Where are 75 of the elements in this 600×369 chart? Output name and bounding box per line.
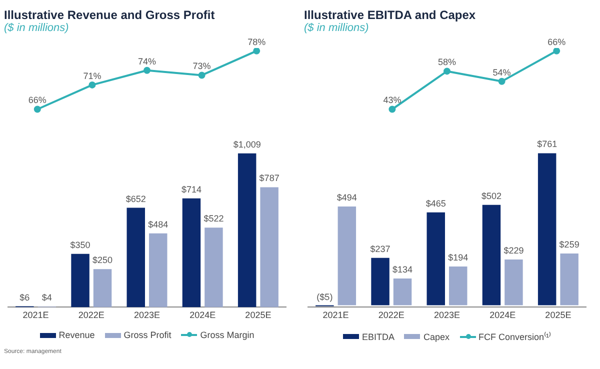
point (553, 48, 560, 54)
data-label: $6 (20, 292, 30, 302)
x-tick-label: 2025E (545, 310, 572, 320)
bar (426, 212, 445, 306)
bar (93, 269, 112, 308)
bar (182, 198, 201, 308)
x-tick-label: 2022E (378, 310, 404, 320)
data-label: 78% (248, 36, 266, 47)
bar (560, 253, 578, 306)
data-label: $522 (204, 214, 224, 224)
data-label: $1,009 (233, 139, 261, 150)
legend-label: Gross Margin (200, 330, 254, 340)
x-tick-label: 2024E (490, 310, 516, 320)
chart-title: Illustrative EBITDA and Capex (304, 8, 477, 22)
data-label: 73% (192, 61, 211, 72)
point (498, 78, 506, 85)
data-label: $237 (370, 244, 390, 254)
point (88, 81, 96, 88)
point (198, 72, 206, 79)
data-label: $4 (42, 292, 52, 303)
data-label: $259 (559, 239, 580, 250)
bar (71, 254, 90, 308)
bar (338, 206, 356, 306)
data-label: $194 (448, 252, 468, 262)
point (388, 106, 396, 113)
data-label: $787 (259, 173, 280, 184)
data-label: $484 (148, 219, 168, 230)
bar (149, 233, 168, 308)
x-tick-label: 2023E (134, 310, 160, 320)
legend-label: Capex (423, 332, 450, 342)
point (444, 68, 450, 75)
data-label: $134 (392, 264, 413, 274)
bar (538, 153, 556, 306)
data-label: 71% (83, 70, 102, 81)
legend-label: Revenue (58, 330, 95, 340)
data-label: $350 (70, 240, 90, 250)
bar (449, 266, 468, 306)
x-tick-label: 2021E (22, 310, 49, 320)
x-tick-label: 2024E (190, 310, 216, 320)
chart-subtitle: ($ in millions) (4, 22, 70, 34)
data-label: $761 (537, 139, 558, 150)
data-label: $229 (504, 245, 524, 256)
point (253, 48, 260, 54)
data-label: 66% (548, 36, 566, 47)
legend-label: EBITDA (362, 332, 394, 342)
legend-label: Gross Profit (124, 330, 172, 340)
data-label: 54% (492, 67, 511, 78)
bar (371, 258, 390, 306)
data-label: 58% (438, 57, 456, 68)
x-tick-label: 2022E (78, 310, 104, 320)
point (144, 66, 150, 74)
data-label: ($5) (316, 292, 333, 302)
data-label: $652 (126, 194, 146, 204)
data-label: 66% (28, 95, 46, 106)
chart-subtitle: ($ in millions) (304, 22, 370, 34)
data-label: $250 (92, 255, 113, 266)
point (34, 106, 41, 113)
data-label: $494 (336, 192, 357, 203)
x-tick-label: 2021E (322, 310, 349, 320)
legend-label: FCF Conversion⁽¹⁾ (478, 330, 552, 343)
data-label: $714 (181, 184, 202, 194)
bar (126, 208, 145, 308)
chart-title: Illustrative Revenue and Gross Profit (4, 8, 216, 22)
data-label: $465 (426, 198, 446, 208)
bar (260, 187, 278, 308)
bar (393, 278, 412, 306)
x-tick-label: 2023E (434, 310, 460, 320)
bar (482, 204, 501, 306)
data-label: $502 (481, 190, 502, 201)
x-tick-label: 2025E (245, 310, 272, 320)
data-label: 43% (383, 95, 402, 106)
bar (504, 259, 523, 306)
bar (204, 228, 223, 308)
bar (238, 153, 256, 308)
data-label: 74% (138, 56, 156, 66)
